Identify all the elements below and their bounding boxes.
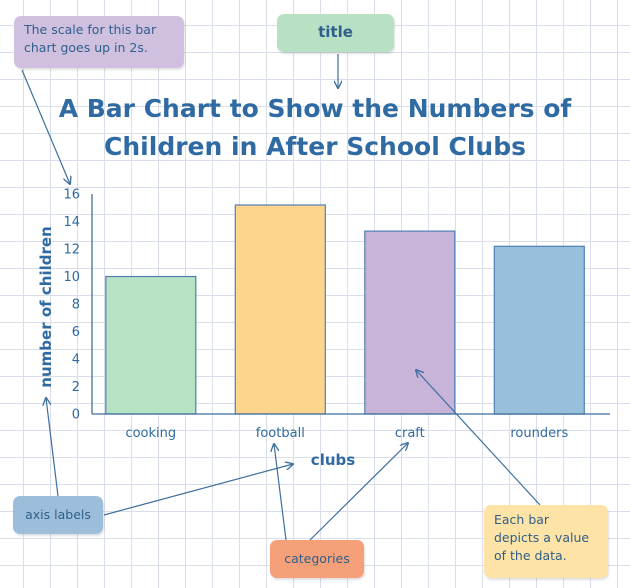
- bars: [105, 204, 585, 415]
- x-tick-label-rounders: rounders: [510, 426, 568, 441]
- bar-value-note: Each bar depicts a value of the data.: [484, 505, 608, 578]
- y-tick-label-0: 0: [72, 408, 80, 423]
- y-ticks: 0 2 4 6 8 10 12 14 16: [63, 188, 80, 423]
- bar-craft: [364, 230, 456, 415]
- x-tick-label-cooking: cooking: [125, 426, 176, 441]
- arrow-bar: [416, 370, 541, 506]
- chart-title-line-2: Children in After School Clubs: [104, 132, 526, 161]
- arrow-cat-craft: [309, 443, 408, 541]
- y-tick-label-12: 12: [63, 243, 80, 258]
- x-ticks: cooking football craft rounders: [125, 426, 568, 441]
- arrow-scale: [21, 69, 70, 184]
- chart-title-line-1: A Bar Chart to Show the Numbers of: [58, 94, 572, 123]
- chart-title: A Bar Chart to Show the Numbers of Child…: [0, 90, 630, 166]
- title-note: title: [277, 14, 394, 52]
- y-tick-label-2: 2: [72, 380, 80, 395]
- arrow-axis-y: [46, 398, 59, 497]
- axis-labels-note: axis labels: [13, 496, 103, 534]
- x-tick-label-craft: craft: [395, 426, 425, 441]
- y-tick-label-16: 16: [63, 188, 80, 203]
- arrow-axis-x: [103, 464, 293, 516]
- annotation-arrows: [21, 54, 541, 541]
- scale-note: The scale for this bar chart goes up in …: [14, 16, 184, 68]
- axes: [91, 194, 610, 415]
- bar-rounders: [493, 245, 585, 415]
- y-tick-label-10: 10: [63, 270, 80, 285]
- y-axis-label: number of children: [37, 226, 55, 387]
- y-tick-label-14: 14: [63, 215, 80, 230]
- bar-cooking: [105, 275, 197, 415]
- bar-football: [234, 204, 326, 415]
- x-tick-label-football: football: [256, 426, 305, 441]
- y-tick-label-8: 8: [72, 298, 80, 313]
- y-tick-label-4: 4: [72, 353, 80, 368]
- x-axis-label: clubs: [311, 451, 355, 469]
- arrow-cat-football: [274, 444, 287, 541]
- y-tick-label-6: 6: [72, 325, 80, 340]
- categories-note: categories: [270, 540, 364, 578]
